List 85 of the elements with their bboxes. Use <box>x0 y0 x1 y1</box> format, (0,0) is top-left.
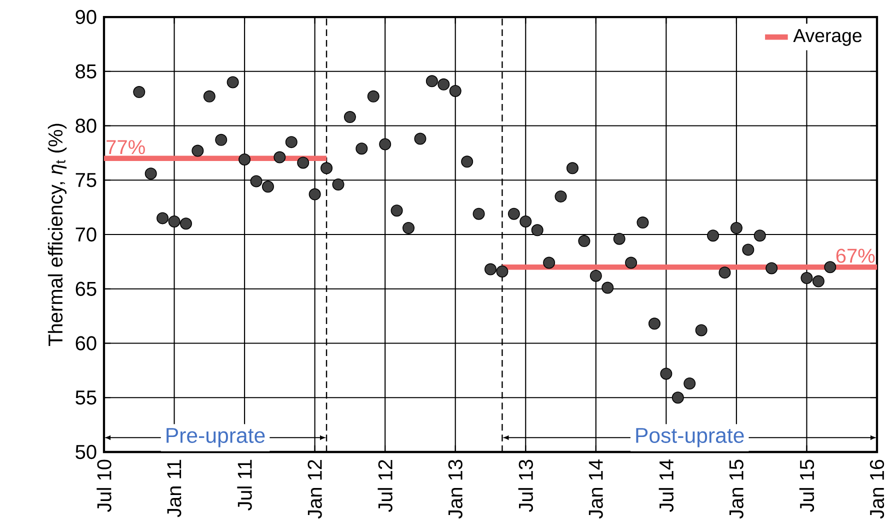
point <box>414 132 426 145</box>
point <box>379 138 392 150</box>
point <box>390 204 403 217</box>
point <box>812 275 824 288</box>
point <box>508 208 520 220</box>
x-tick-label: Jul 13 <box>518 460 533 512</box>
point <box>613 232 626 245</box>
point <box>625 256 638 269</box>
annotation: Post-uprate <box>636 428 744 448</box>
point <box>590 270 602 282</box>
point <box>636 216 649 229</box>
point <box>402 222 415 234</box>
point <box>648 318 660 330</box>
point <box>449 84 462 97</box>
point <box>168 215 180 228</box>
point <box>766 262 778 274</box>
point <box>754 230 766 242</box>
point <box>531 224 544 236</box>
point <box>367 90 380 102</box>
point <box>438 78 450 90</box>
x-tick-label: Jul 15 <box>799 460 814 512</box>
annotation: 77% <box>106 140 145 154</box>
y-tick-label: 75 <box>76 173 96 188</box>
point <box>332 178 344 190</box>
point <box>238 153 251 166</box>
annotation: 67% <box>836 248 875 263</box>
point <box>285 136 298 148</box>
point <box>215 134 228 146</box>
point <box>250 175 262 188</box>
y-tick-label: 65 <box>76 282 96 296</box>
point <box>660 368 672 380</box>
y-tick-label: 70 <box>76 227 96 242</box>
point <box>602 282 614 294</box>
y-tick-label: 80 <box>76 118 96 133</box>
legend-label: Average <box>793 29 862 46</box>
x-tick-label: Jan 15 <box>729 460 744 519</box>
point <box>695 324 708 336</box>
y-tick-label: 90 <box>76 10 96 24</box>
point <box>824 261 836 274</box>
point <box>344 111 356 124</box>
point <box>308 188 321 200</box>
x-tick-label: Jan 16 <box>870 460 884 519</box>
point <box>707 230 720 242</box>
point <box>672 392 684 404</box>
point <box>262 180 274 193</box>
point <box>274 151 286 164</box>
point <box>356 142 368 155</box>
y-axis-title: Thermal efficiency, η$_{t}$ (%) <box>48 124 67 346</box>
x-tick-label: Jan 12 <box>308 460 322 519</box>
y-tick-label: 50 <box>76 444 96 460</box>
point <box>718 266 731 279</box>
y-tick-label: 60 <box>76 336 96 350</box>
x-tick-label: Jul 10 <box>96 460 112 512</box>
y-tick-label: 85 <box>76 64 96 78</box>
x-tick-label: Jul 14 <box>658 460 674 512</box>
point <box>320 162 333 174</box>
point <box>578 235 590 248</box>
point <box>156 212 169 224</box>
point <box>180 218 192 230</box>
point <box>472 208 485 220</box>
x-tick-label: Jan 11 <box>167 460 182 518</box>
point <box>426 75 438 88</box>
point <box>133 86 146 98</box>
point <box>800 272 813 284</box>
point <box>496 265 508 278</box>
point <box>484 263 496 276</box>
point <box>297 156 310 169</box>
point <box>461 156 474 168</box>
point <box>566 162 578 174</box>
y-tick-label: 55 <box>76 390 96 405</box>
point <box>144 168 157 180</box>
point <box>192 144 204 157</box>
x-tick-label: Jul 12 <box>378 460 392 512</box>
point <box>554 190 567 202</box>
point <box>730 222 742 234</box>
point <box>742 244 754 256</box>
point <box>203 90 216 102</box>
point <box>520 215 532 228</box>
x-tick-label: Jan 13 <box>448 460 462 519</box>
annotation: Pre-uprate <box>166 428 265 448</box>
x-tick-label: Jul 11 <box>237 460 252 511</box>
point <box>543 256 556 269</box>
point <box>684 377 696 390</box>
point <box>226 76 239 88</box>
x-tick-label: Jan 14 <box>588 460 603 519</box>
